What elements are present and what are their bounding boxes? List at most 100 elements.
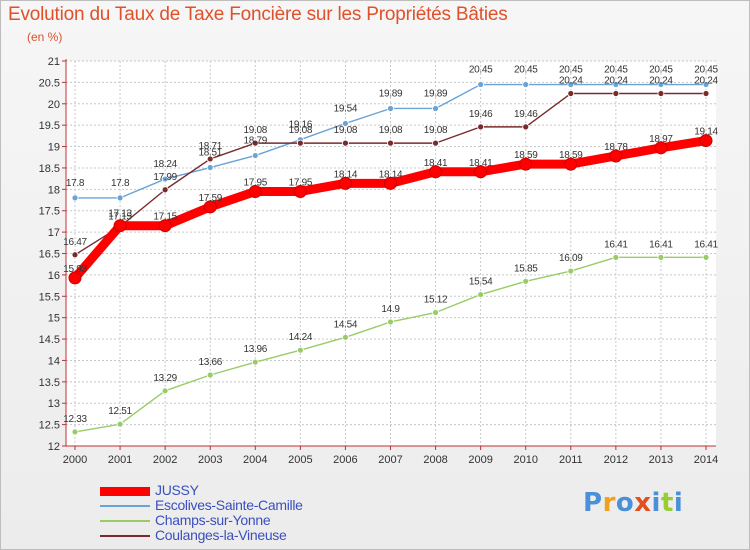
data-label: 20.24 [604,76,628,87]
data-point [342,333,349,341]
y-tick-label: 20.5 [39,77,60,89]
data-point [699,134,713,148]
data-label: 16.09 [559,253,583,264]
data-point [657,90,665,97]
data-label: 19.89 [424,88,448,99]
data-point [522,81,530,88]
data-point [71,251,79,259]
data-label: 14.54 [334,319,358,330]
data-label: 18.97 [649,134,673,145]
logo-letter: P [583,488,603,518]
legend-swatch [100,520,150,522]
data-point [612,90,620,97]
logo-letter: r [602,488,616,518]
data-label: 12.51 [108,406,132,417]
data-label: 14.24 [289,332,313,343]
y-tick-label: 19.5 [39,120,60,132]
y-tick-label: 20 [48,99,60,111]
x-tick-label: 2000 [63,454,87,466]
data-label: 19.46 [469,109,493,120]
data-point [387,105,394,112]
data-point [519,157,533,171]
data-point [338,176,352,190]
data-label: 18.41 [424,158,448,169]
data-label: 20.24 [649,76,673,87]
x-tick-label: 2006 [333,454,357,466]
y-tick-label: 16.5 [39,249,60,261]
x-tick-label: 2005 [288,454,312,466]
data-point [429,165,443,179]
data-point [432,139,439,147]
data-label: 15.93 [63,264,87,275]
chart-title: Evolution du Taux de Taxe Foncière sur l… [8,4,508,25]
y-tick-label: 17 [48,227,60,239]
data-point [567,267,575,275]
data-label: 15.85 [514,263,538,274]
data-label: 19.46 [514,109,538,120]
data-point [657,253,665,261]
data-label: 17.13 [108,209,132,220]
data-label: 17.15 [108,212,132,223]
data-label: 17.15 [153,212,177,223]
data-point [432,105,439,112]
data-label: 16.41 [604,239,628,250]
data-point [567,81,575,88]
data-point [474,165,488,179]
data-label: 18.24 [153,159,177,170]
data-point [387,318,394,326]
data-label: 17.8 [111,178,130,189]
data-label: 17.59 [198,193,222,204]
data-label: 13.29 [153,373,177,384]
data-label: 20.45 [514,65,538,76]
data-point [71,194,79,202]
data-label: 18.41 [469,158,493,169]
data-label: 19.89 [379,88,403,99]
data-label: 18.79 [244,136,268,147]
data-point [161,175,169,183]
data-label: 13.66 [198,357,222,368]
data-point [477,291,485,298]
data-point [702,81,710,88]
data-label: 17.99 [153,172,177,183]
legend-label: Escolives-Sainte-Camille [155,497,303,513]
data-point [293,184,307,198]
y-tick-label: 12 [48,441,60,453]
data-point [522,123,530,131]
logo-letter: i [673,488,684,518]
data-point [296,346,304,354]
legend-label: Champs-sur-Yonne [155,512,271,528]
data-point [387,139,394,147]
data-label: 20.45 [694,65,718,76]
data-point [161,387,169,395]
proxiti-logo: Proxiti [583,488,683,518]
data-label: 20.45 [649,65,673,76]
legend-swatch [100,487,150,496]
data-label: 16.41 [694,239,718,250]
data-point [71,428,79,436]
x-tick-label: 2004 [243,454,267,466]
data-point [206,155,214,163]
data-label: 18.59 [559,150,583,161]
x-tick-label: 2011 [559,454,583,466]
data-point [477,81,485,88]
data-point [432,309,439,316]
logo-letter: i [651,488,661,518]
data-label: 20.45 [469,65,493,76]
data-label: 20.45 [604,65,628,76]
y-tick-label: 18 [48,184,60,196]
data-label: 18.71 [198,141,222,152]
y-tick-label: 14.5 [39,334,60,346]
y-tick-label: 12.5 [39,420,60,432]
y-tick-label: 13.5 [39,377,60,389]
y-tick-label: 17.5 [39,206,60,218]
data-point [342,139,349,147]
data-point [522,277,530,285]
data-point [609,149,623,163]
data-label: 19.08 [379,125,403,136]
x-tick-label: 2001 [108,454,132,466]
logo-letter: o [615,488,635,518]
data-label: 15.54 [469,277,493,288]
data-label: 17.95 [244,177,268,188]
data-point [116,194,124,202]
data-label: 12.33 [63,414,87,425]
